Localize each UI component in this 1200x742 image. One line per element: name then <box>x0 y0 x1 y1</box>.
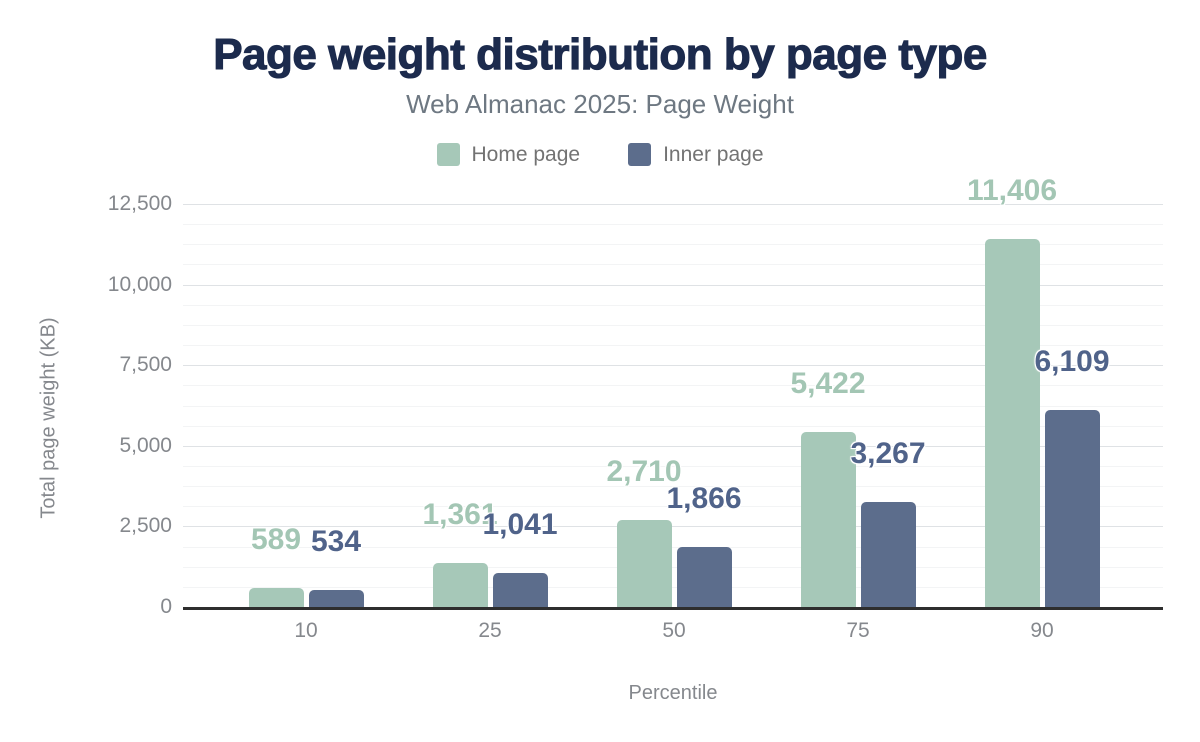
bar-value-label: 2,710 <box>606 454 682 488</box>
legend-item-inner-page: Inner page <box>628 143 764 166</box>
x-tick-label: 75 <box>846 619 870 642</box>
y-tick-label: 7,500 <box>119 353 172 376</box>
bar-inner-page-p10[interactable] <box>308 589 364 607</box>
y-tick-label: 2,500 <box>119 514 172 537</box>
gridline-minor <box>183 547 1163 548</box>
gridline-minor <box>183 385 1163 386</box>
gridline-major <box>183 365 1163 366</box>
gridline-minor <box>183 325 1163 326</box>
gridline-minor <box>183 506 1163 507</box>
x-axis-line <box>183 607 1163 610</box>
y-axis-title: Total page weight (KB) <box>37 317 60 519</box>
legend-swatch <box>628 143 652 166</box>
gridline-minor <box>183 587 1163 588</box>
gridline-minor <box>183 305 1163 306</box>
bar-inner-page-p25[interactable] <box>492 573 548 607</box>
y-tick-label: 0 <box>160 595 172 618</box>
x-tick-label: 10 <box>294 619 318 642</box>
gridline-minor <box>183 466 1163 467</box>
bar-home-page-p10[interactable] <box>248 588 304 607</box>
bar-value-label: 589 <box>250 523 302 556</box>
legend-swatch <box>436 143 460 166</box>
bar-value-label: 11,406 <box>966 174 1058 208</box>
x-axis-title: Percentile <box>628 682 718 704</box>
bar-value-label: 1,041 <box>482 508 558 542</box>
chart-title: Page weight distribution by page type <box>213 30 988 79</box>
chart-subtitle: Web Almanac 2025: Page Weight <box>406 89 794 119</box>
bar-inner-page-p90[interactable] <box>1044 410 1100 607</box>
gridline-minor <box>183 486 1163 487</box>
legend-item-home-page: Home page <box>436 143 581 166</box>
bar-home-page-p90[interactable] <box>984 239 1040 607</box>
gridline-major <box>183 526 1163 527</box>
bar-home-page-p50[interactable] <box>616 519 672 607</box>
bar-home-page-p75[interactable] <box>800 432 856 607</box>
x-tick-label: 90 <box>1030 619 1054 642</box>
x-tick-label: 50 <box>662 619 686 642</box>
gridline-minor <box>183 406 1163 407</box>
gridline-minor <box>183 567 1163 568</box>
bar-value-label: 534 <box>310 524 362 558</box>
gridline-minor <box>183 264 1163 265</box>
y-tick-label: 10,000 <box>107 273 172 296</box>
bar-inner-page-p75[interactable] <box>860 501 916 607</box>
gridline-major <box>183 446 1163 447</box>
x-tick-label: 25 <box>478 619 502 642</box>
gridline-minor <box>183 224 1163 225</box>
bar-value-label: 1,866 <box>666 481 742 515</box>
bar-home-page-p25[interactable] <box>432 563 488 607</box>
legend-label: Inner page <box>663 143 764 166</box>
bar-value-label: 5,422 <box>790 367 866 401</box>
legend: Home page Inner page <box>0 142 1200 167</box>
bar-value-label: 1,361 <box>422 498 498 532</box>
gridline-minor <box>183 426 1163 427</box>
bar-value-label: 6,109 <box>1034 345 1110 378</box>
bar-inner-page-p50[interactable] <box>676 546 732 607</box>
gridline-minor <box>183 244 1163 245</box>
y-tick-label: 5,000 <box>119 434 172 457</box>
bar-value-label: 3,267 <box>850 436 926 470</box>
legend-label: Home page <box>471 143 581 166</box>
gridline-major <box>183 285 1163 286</box>
y-tick-label: 12,500 <box>107 192 172 215</box>
gridline-major <box>183 204 1163 205</box>
gridline-minor <box>183 345 1163 346</box>
